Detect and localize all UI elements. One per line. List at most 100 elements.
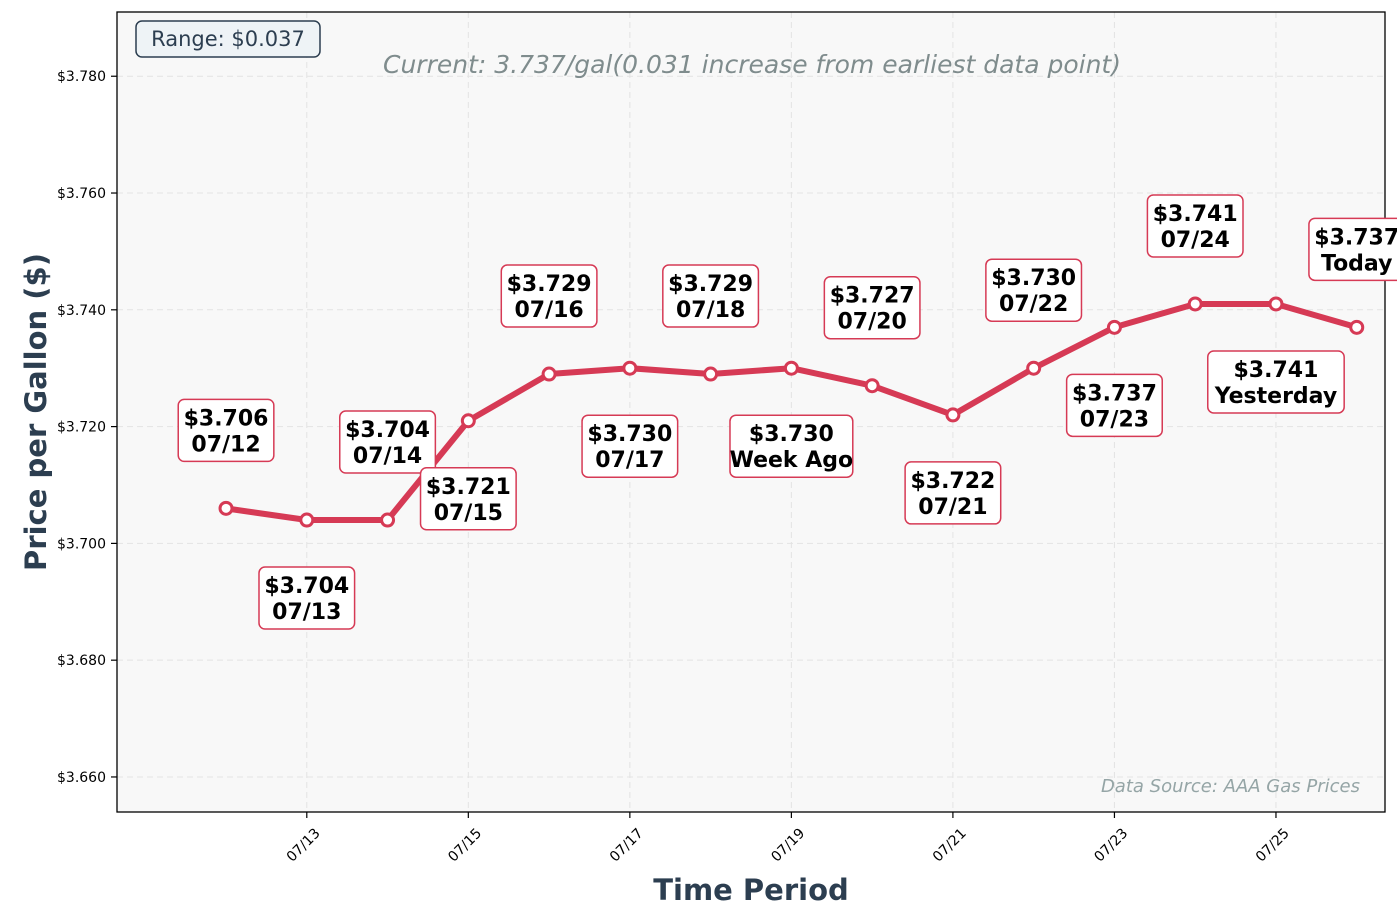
data-point-marker <box>1026 360 1042 376</box>
data-label-date: 07/14 <box>353 444 422 469</box>
data-label-price: $3.730 <box>991 266 1076 291</box>
x-axis: 07/13 07/15 07/17 07/19 07/21 07/23 07/25 <box>284 812 1293 865</box>
y-tick-label: $3.680 <box>57 653 106 669</box>
data-label-price: $3.741 <box>1234 358 1319 383</box>
data-point-marker <box>1349 319 1365 335</box>
data-label-date: 07/17 <box>595 448 664 473</box>
y-axis: $3.660 $3.680 $3.700 $3.720 $3.740 $3.760 $3.7… <box>57 69 117 786</box>
data-point-marker <box>1187 296 1203 312</box>
data-point-marker <box>622 360 638 376</box>
y-tick-label: $3.700 <box>57 536 106 552</box>
data-label-box <box>581 414 679 478</box>
data-label-price: $3.722 <box>910 469 995 494</box>
data-label-box <box>1207 350 1345 414</box>
data-label-date: Yesterday <box>1214 384 1337 409</box>
data-label-date: 07/24 <box>1161 228 1230 253</box>
y-tick-label: $3.740 <box>57 303 106 319</box>
data-label-box <box>258 566 356 630</box>
data-point-marker <box>1268 296 1284 312</box>
data-label-box <box>1308 217 1397 282</box>
data-label-date: 07/20 <box>838 310 907 335</box>
data-point-marker <box>460 413 476 429</box>
data-label-price: $3.706 <box>184 406 269 431</box>
data-label-date: 07/23 <box>1080 407 1149 432</box>
data-point-marker <box>783 360 799 376</box>
data-label-price: $3.727 <box>830 284 915 309</box>
data-label-date: 07/12 <box>191 432 260 457</box>
plot-background <box>117 12 1385 812</box>
data-label-date: 07/22 <box>999 292 1068 317</box>
data-label-date: 07/15 <box>434 501 503 526</box>
data-label-date: 07/18 <box>676 298 745 323</box>
data-label-box <box>1146 194 1244 258</box>
x-tick-label: 07/23 <box>1091 826 1131 866</box>
data-label-date: 07/16 <box>514 298 583 323</box>
data-label-box <box>1065 373 1163 438</box>
data-label-box <box>823 275 921 340</box>
data-label-price: $3.741 <box>1153 202 1238 227</box>
data-point-marker <box>380 512 396 528</box>
data-label-box <box>729 414 854 478</box>
data-label-box <box>904 461 1002 525</box>
x-tick-label: 07/21 <box>930 826 970 866</box>
data-labels: $3.70607/12$3.70407/13$3.70407/14$3.7210… <box>177 194 1397 630</box>
data-label-price: $3.721 <box>426 475 511 500</box>
data-label-date: 07/21 <box>918 495 987 520</box>
data-label-price: $3.729 <box>668 272 753 297</box>
range-badge-box <box>135 20 321 58</box>
data-label-price: $3.737 <box>1072 381 1157 406</box>
data-label-box <box>419 467 517 531</box>
x-tick-label: 07/13 <box>284 826 324 866</box>
data-point-marker <box>218 500 234 516</box>
data-point-marker <box>864 378 880 394</box>
data-label-box <box>500 264 598 328</box>
data-source-note: Data Source: AAA Gas Prices <box>1101 776 1360 797</box>
x-tick-label: 07/17 <box>607 826 647 866</box>
data-point-marker <box>541 366 557 382</box>
data-label-price: $3.730 <box>587 422 672 447</box>
x-tick-label: 07/15 <box>445 826 485 866</box>
data-label-price: $3.704 <box>345 418 430 443</box>
data-label-date: Today <box>1321 251 1392 276</box>
data-point-marker <box>945 407 961 423</box>
data-label-date: Week Ago <box>730 448 854 473</box>
data-label-price: $3.737 <box>1314 225 1397 250</box>
data-label-date: 07/13 <box>272 600 341 625</box>
x-axis-title: Time Period <box>653 873 849 907</box>
data-point-marker <box>299 512 315 528</box>
data-label-box <box>177 398 275 463</box>
y-tick-label: $3.720 <box>57 420 106 436</box>
x-tick-label: 07/19 <box>768 826 808 866</box>
y-axis-title: Price per Gallon ($) <box>19 253 53 571</box>
data-point-marker <box>703 366 719 382</box>
data-label-box <box>985 258 1083 322</box>
y-tick-label: $3.780 <box>57 69 106 85</box>
chart-subtitle: Current: 3.737/gal(0.031 increase from e… <box>383 50 1121 79</box>
plot-frame <box>116 11 1386 813</box>
data-label-price: $3.729 <box>507 272 592 297</box>
data-label-box <box>662 264 760 328</box>
y-tick-label: $3.660 <box>57 770 106 786</box>
data-label-price: $3.730 <box>749 422 834 447</box>
data-label-box <box>339 410 437 474</box>
y-tick-label: $3.760 <box>57 186 106 202</box>
data-label-price: $3.704 <box>264 574 349 599</box>
data-point-marker <box>1106 319 1122 335</box>
range-badge: Range: $0.037 <box>135 20 321 58</box>
